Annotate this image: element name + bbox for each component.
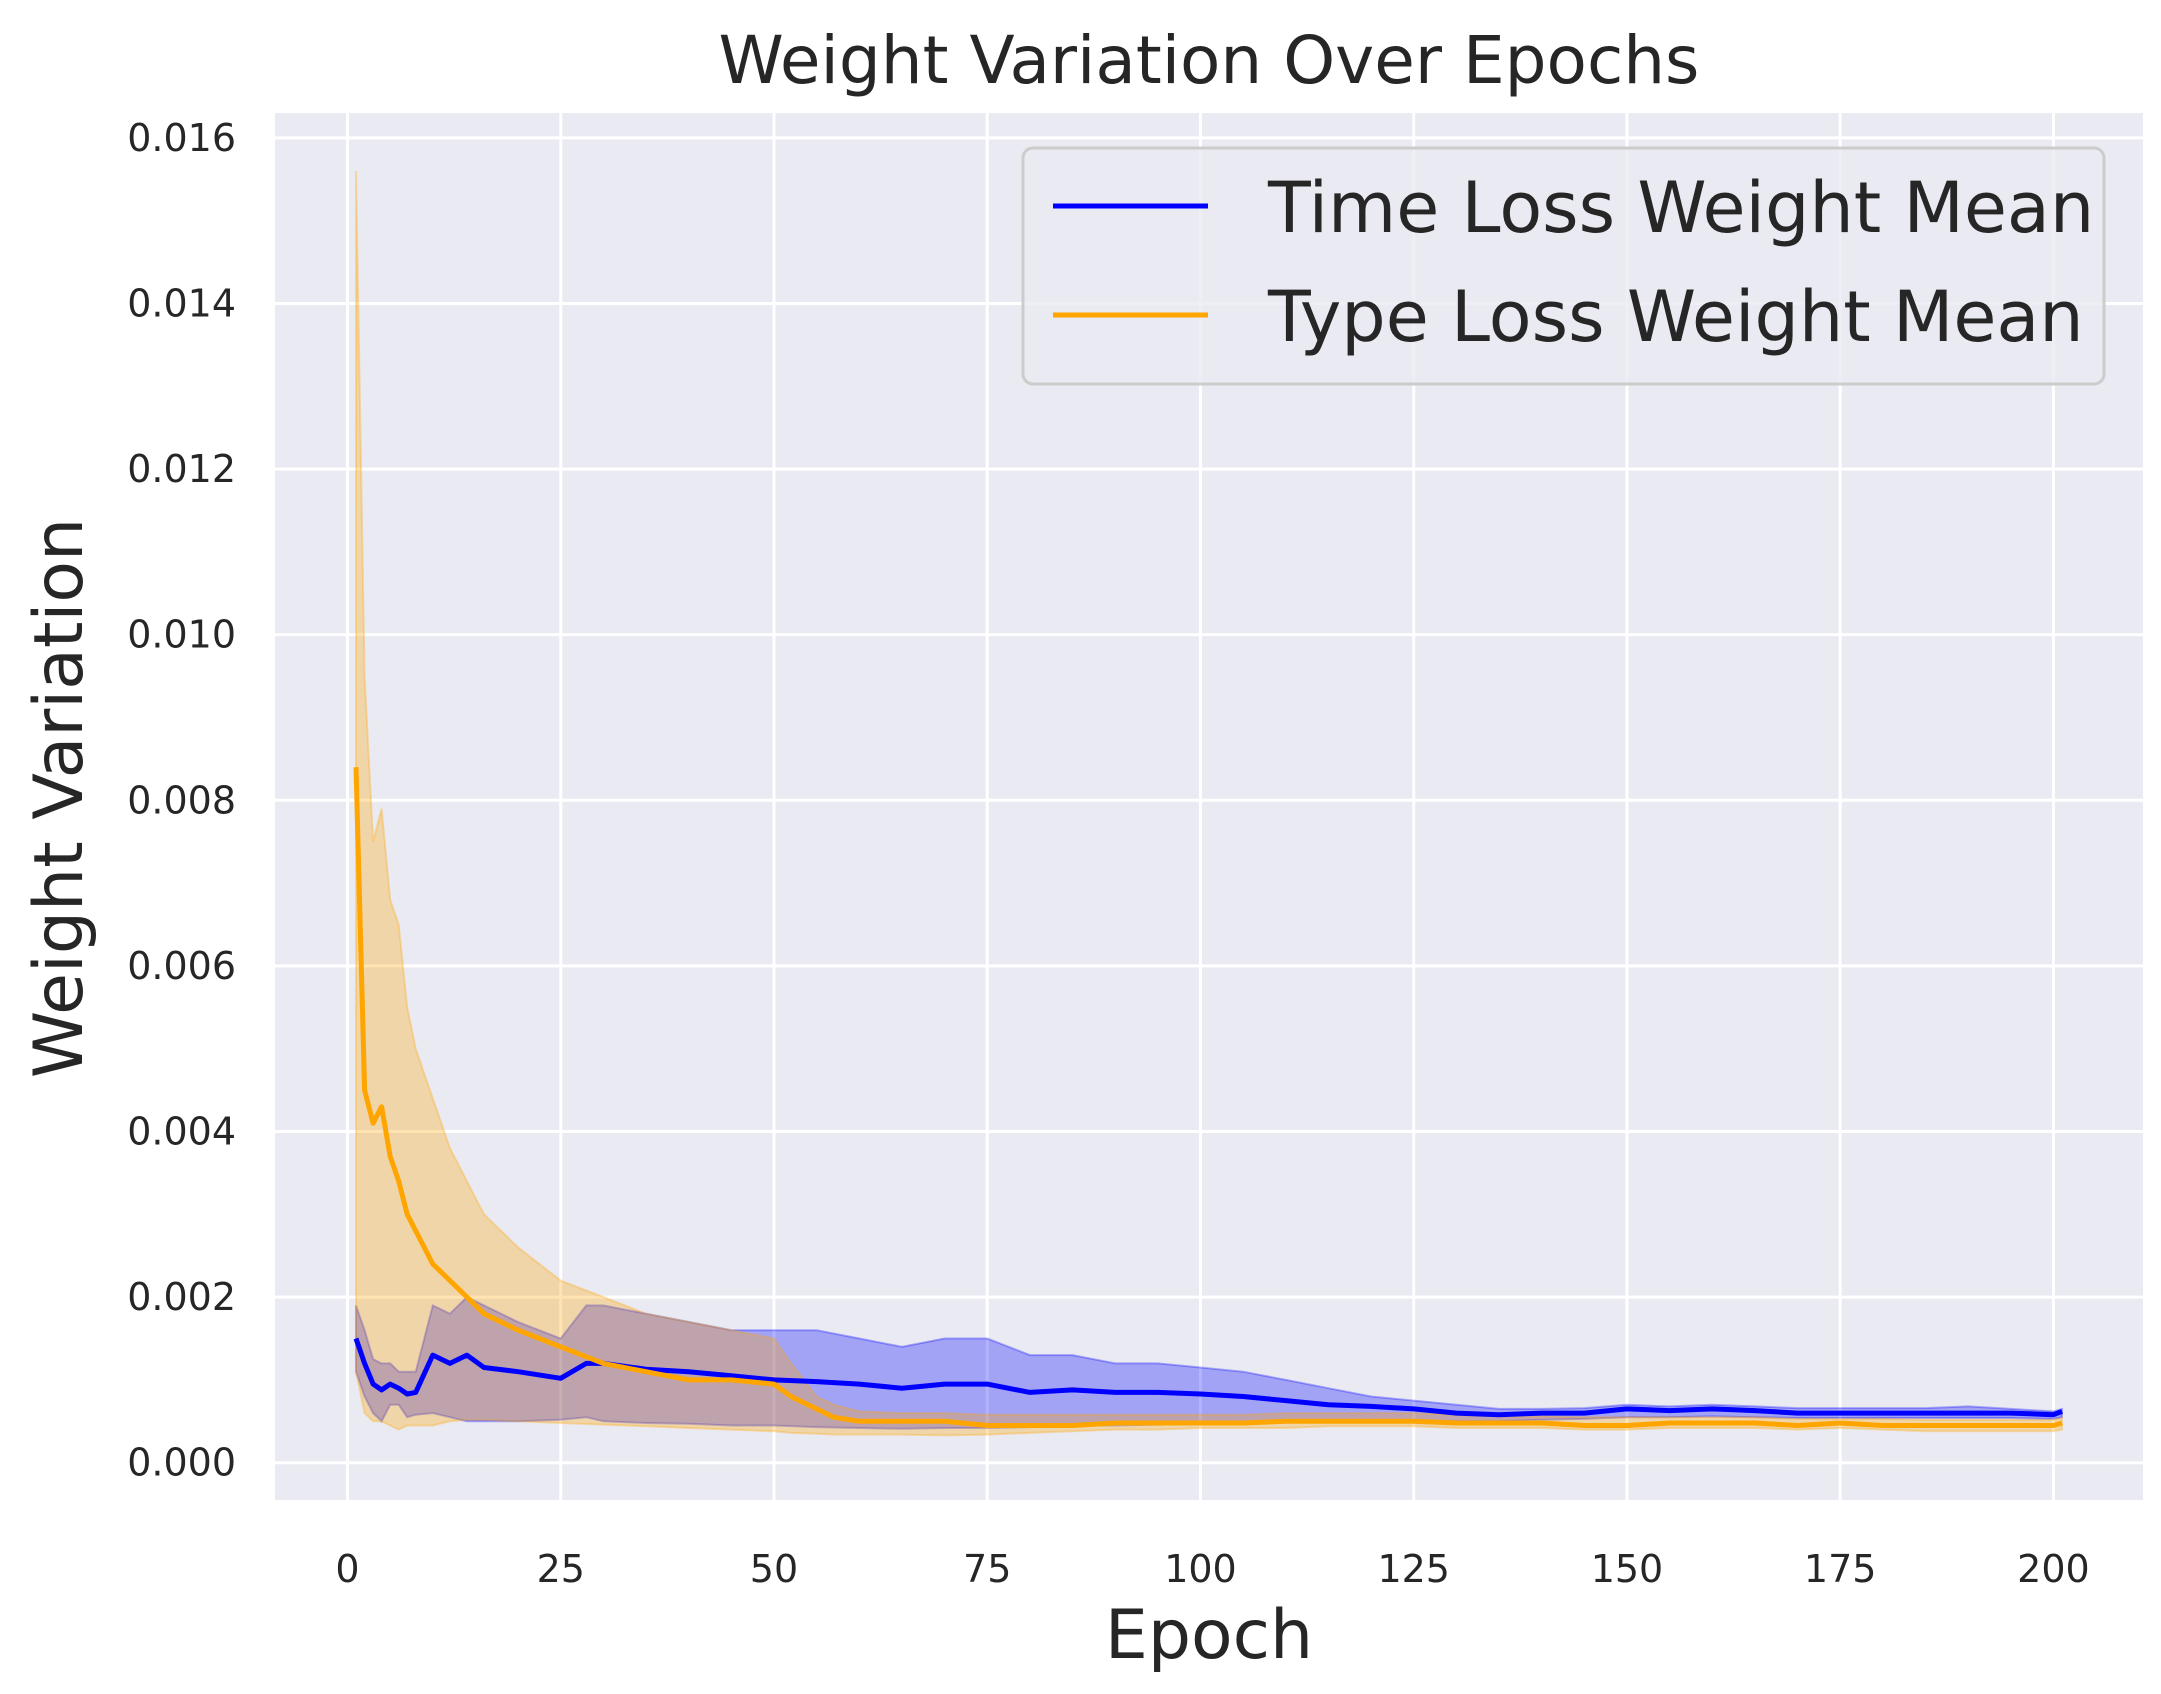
y-tick-label: 0.010 (127, 613, 236, 657)
y-tick-label: 0.012 (127, 447, 236, 491)
series-lines (353, 767, 2063, 1428)
y-tick-label: 0.000 (127, 1441, 236, 1485)
band-time (355, 1295, 2063, 1430)
y-tick-label: 0.006 (127, 944, 236, 988)
chart-title: Weight Variation Over Epochs (719, 22, 1700, 99)
line-time (353, 1337, 2063, 1418)
y-tick-label: 0.002 (127, 1275, 236, 1319)
x-tick-label: 150 (1591, 1547, 1664, 1591)
y-axis-label: Weight Variation (20, 518, 99, 1078)
confidence-bands (355, 170, 2063, 1437)
y-tick-label: 0.016 (127, 116, 236, 160)
x-tick-label: 75 (963, 1547, 1011, 1591)
x-tick-labels: 0 25 50 75 100 125 150 175 200 (335, 1547, 2089, 1591)
y-tick-label: 0.014 (127, 281, 236, 325)
x-tick-label: 200 (2017, 1547, 2090, 1591)
legend: Time Loss Weight Mean Type Loss Weight M… (1021, 146, 2106, 386)
y-tick-label: 0.008 (127, 778, 236, 822)
x-tick-label: 0 (335, 1547, 359, 1591)
x-tick-label: 125 (1377, 1547, 1450, 1591)
x-tick-label: 175 (1804, 1547, 1877, 1591)
legend-box (1021, 146, 2106, 386)
y-tick-labels: 0.000 0.002 0.004 0.006 0.008 0.010 0.012 0.014… (127, 116, 236, 1485)
legend-label-type: Type Loss Weight Mean (1267, 276, 2084, 358)
x-tick-label: 50 (750, 1547, 798, 1591)
line-type (353, 767, 2063, 1428)
x-tick-label: 25 (537, 1547, 585, 1591)
band-type (355, 170, 2063, 1437)
x-tick-label: 100 (1164, 1547, 1237, 1591)
legend-label-time: Time Loss Weight Mean (1267, 167, 2094, 249)
y-tick-label: 0.004 (127, 1110, 236, 1154)
x-axis-label: Epoch (1105, 1596, 1313, 1675)
